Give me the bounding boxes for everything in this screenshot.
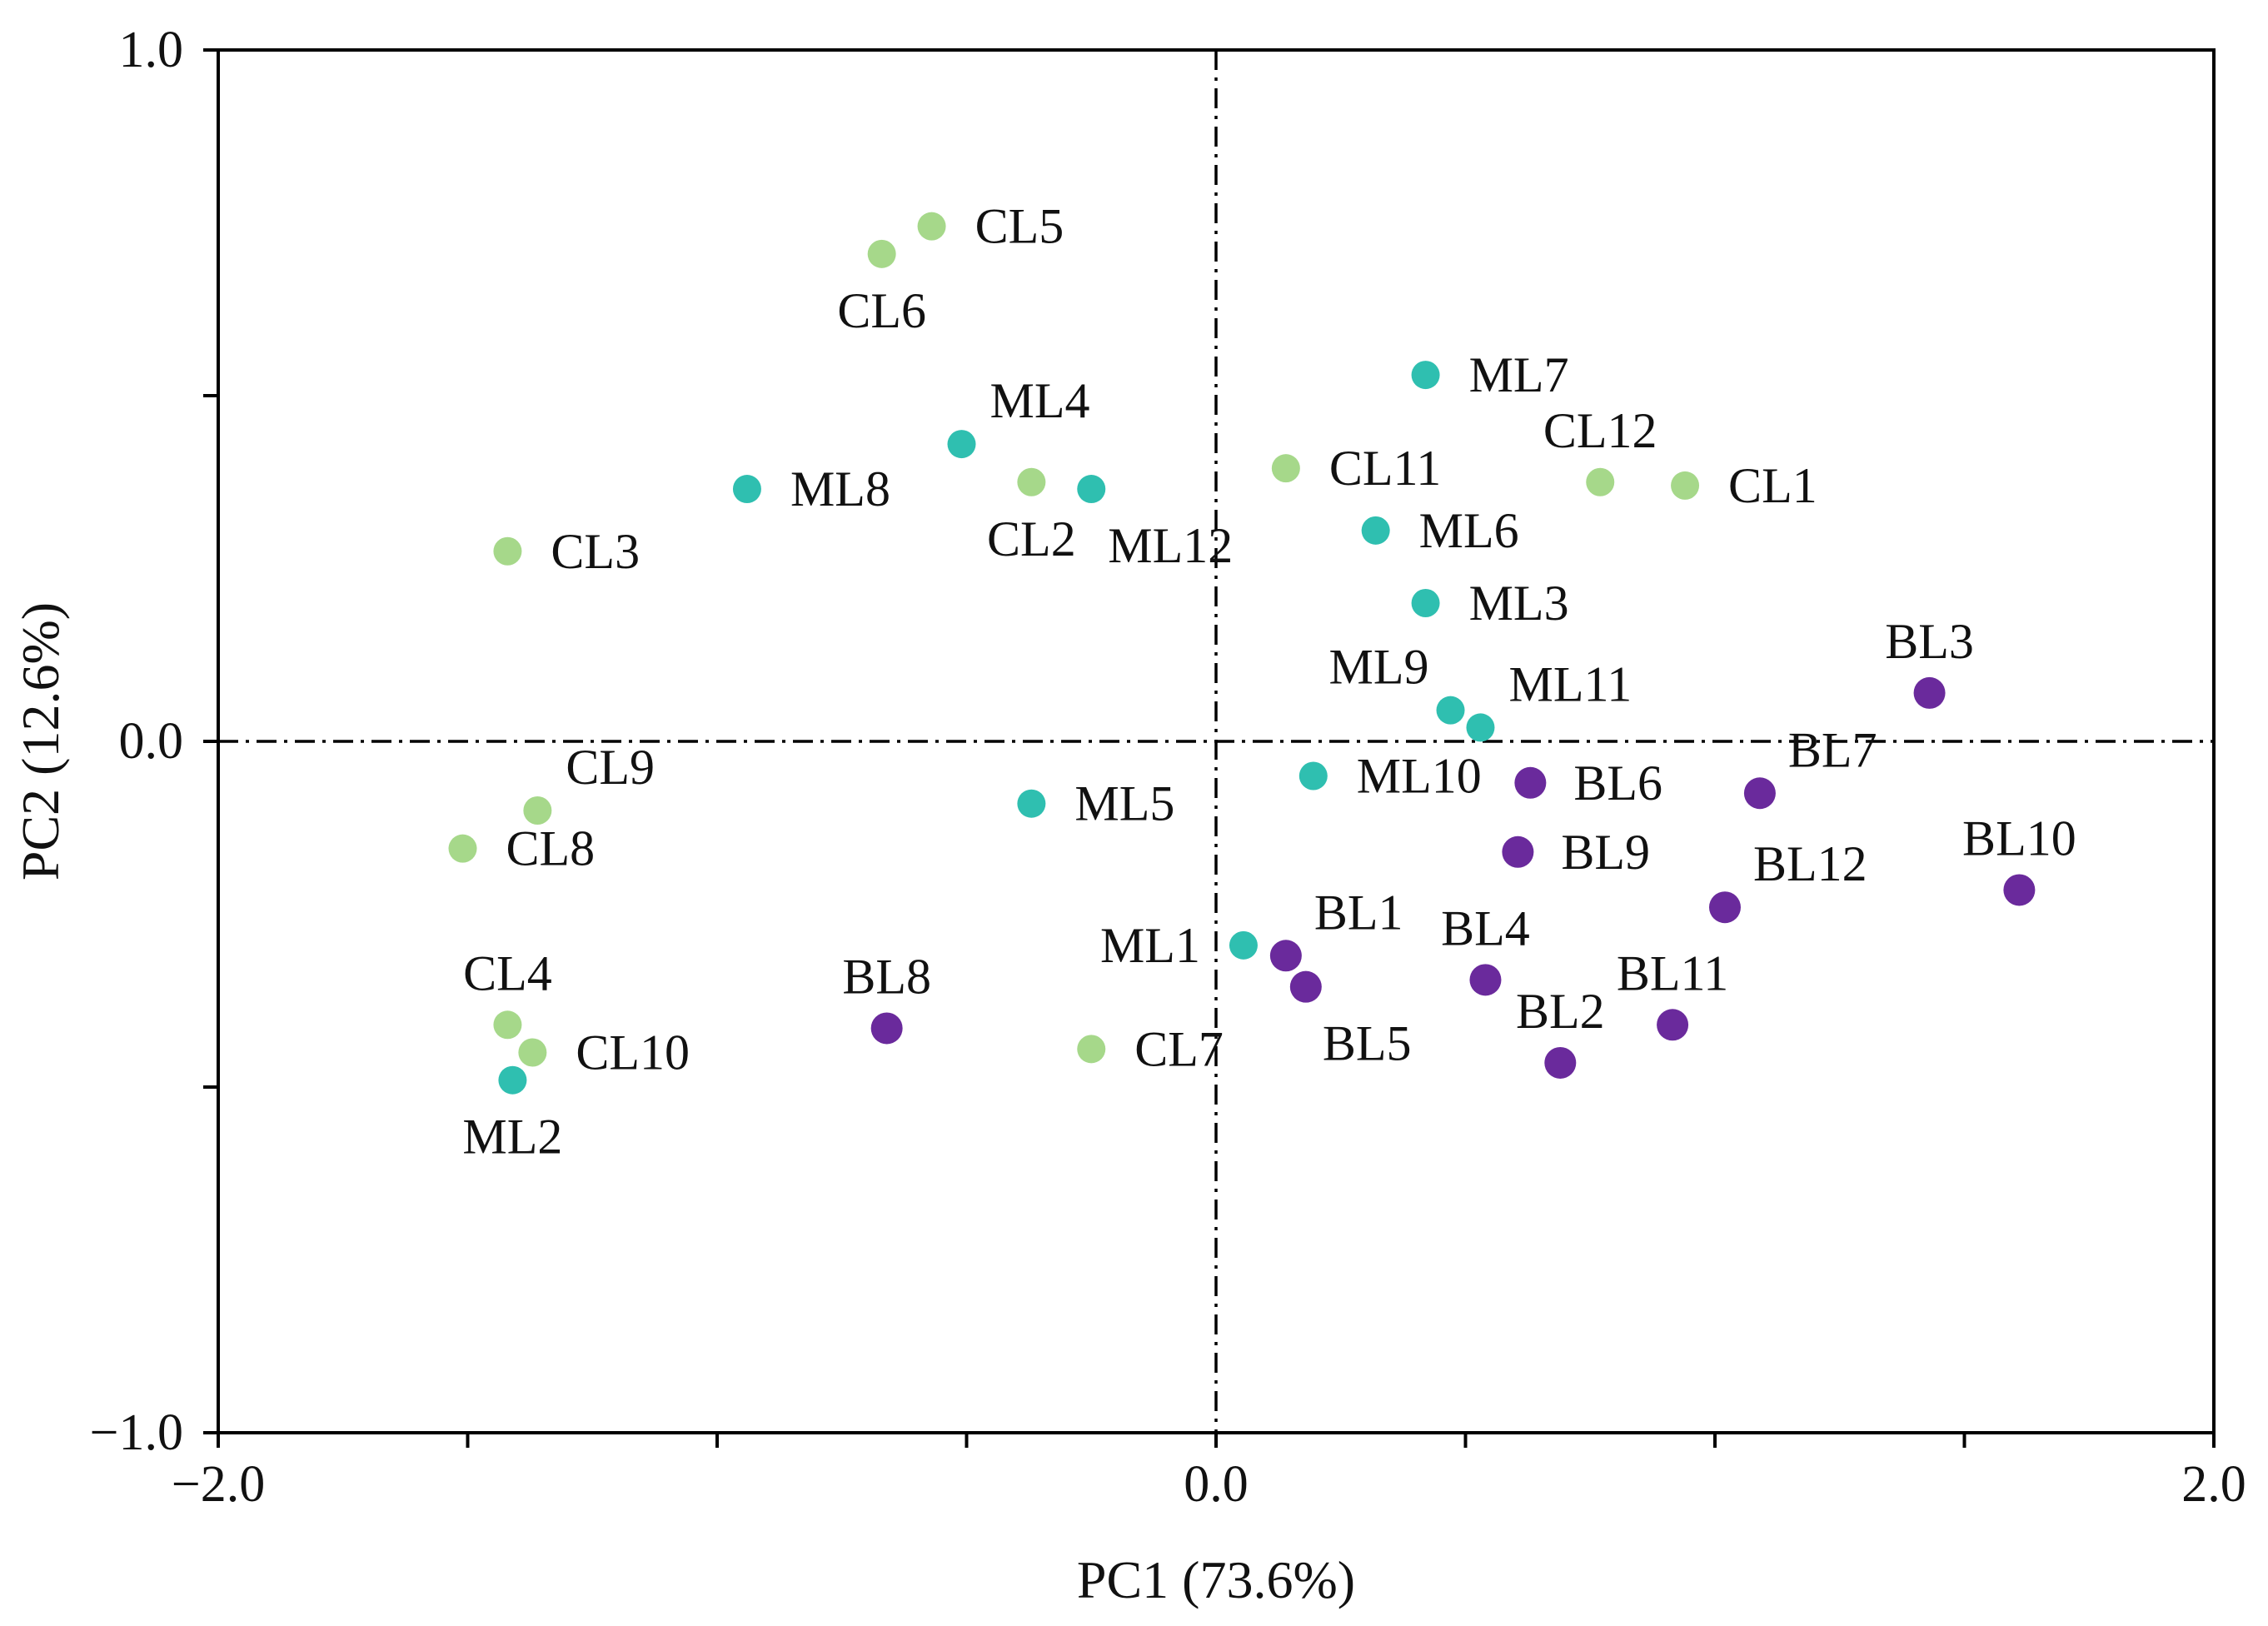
label-cl12: CL12 (1543, 403, 1657, 458)
label-bl9: BL9 (1561, 825, 1650, 880)
label-bl11: BL11 (1617, 945, 1728, 1000)
label-bl3: BL3 (1885, 614, 1974, 669)
point-cl9 (523, 796, 552, 825)
point-bl10 (2003, 874, 2036, 906)
label-bl12: BL12 (1753, 836, 1867, 891)
y-axis-ticks: 1.0 0.0 −1.0 (90, 22, 218, 1461)
y-tick-label: 0.0 (119, 713, 184, 770)
label-cl1: CL1 (1728, 458, 1817, 513)
point-ml2 (498, 1065, 527, 1095)
point-cl5 (917, 212, 946, 241)
label-cl9: CL9 (566, 740, 655, 795)
point-cl6 (867, 239, 896, 268)
point-bl9 (1502, 835, 1534, 868)
point-bl5 (1289, 970, 1322, 1003)
point-cl1 (1671, 471, 1700, 500)
label-ml7: ML7 (1469, 347, 1569, 402)
point-ml12 (1077, 475, 1106, 504)
label-bl5: BL5 (1323, 1016, 1412, 1071)
label-ml4: ML4 (990, 373, 1090, 428)
label-ml11: ML11 (1508, 656, 1632, 711)
label-ml8: ML8 (790, 461, 890, 516)
point-bl4 (1469, 964, 1502, 996)
y-axis-title: PC2 (12.6%) (11, 602, 70, 880)
point-cl12 (1586, 467, 1615, 496)
label-bl1: BL1 (1314, 885, 1403, 940)
point-ml11 (1466, 713, 1495, 742)
label-bl10: BL10 (1962, 811, 2076, 865)
reference-lines (218, 50, 2214, 1433)
point-ml9 (1436, 696, 1465, 725)
x-tick-label: 2.0 (2181, 1456, 2246, 1513)
x-axis-title: PC1 (73.6%) (1077, 1550, 1355, 1609)
data-points (448, 212, 2036, 1095)
point-ml6 (1361, 516, 1390, 545)
point-ml1 (1229, 930, 1258, 960)
point-cl11 (1271, 454, 1300, 483)
point-bl7 (1743, 777, 1776, 810)
y-tick-label: 1.0 (119, 22, 184, 78)
label-bl6: BL6 (1573, 756, 1662, 811)
label-cl11: CL11 (1329, 441, 1441, 496)
point-cl3 (493, 536, 522, 566)
point-bl8 (870, 1012, 903, 1045)
label-bl2: BL2 (1516, 984, 1605, 1039)
label-ml10: ML10 (1357, 749, 1482, 804)
point-ml8 (732, 475, 761, 504)
point-cl4 (493, 1010, 522, 1040)
label-bl7: BL7 (1788, 722, 1877, 777)
point-bl2 (1544, 1046, 1577, 1079)
label-ml3: ML3 (1469, 576, 1569, 631)
point-bl3 (1913, 676, 1946, 709)
label-ml6: ML6 (1419, 503, 1519, 558)
label-cl4: CL4 (463, 945, 552, 1000)
label-ml12: ML12 (1108, 518, 1233, 573)
y-tick-label: −1.0 (90, 1404, 183, 1461)
label-ml1: ML1 (1100, 918, 1200, 973)
point-ml4 (947, 430, 976, 459)
label-ml9: ML9 (1329, 640, 1429, 695)
point-ml3 (1411, 589, 1440, 617)
point-cl7 (1077, 1035, 1106, 1064)
x-tick-label: −2.0 (172, 1456, 265, 1513)
label-cl5: CL5 (975, 199, 1064, 254)
label-cl10: CL10 (576, 1025, 690, 1080)
point-bl12 (1708, 891, 1741, 924)
point-ml10 (1298, 761, 1328, 791)
label-cl6: CL6 (837, 283, 926, 338)
point-bl6 (1514, 766, 1547, 799)
label-cl2: CL2 (987, 511, 1076, 566)
point-ml5 (1017, 789, 1046, 818)
label-ml5: ML5 (1074, 776, 1174, 831)
x-tick-label: 0.0 (1184, 1456, 1249, 1513)
point-bl11 (1657, 1009, 1689, 1041)
point-bl1 (1269, 940, 1302, 972)
label-bl8: BL8 (842, 949, 931, 1004)
label-cl8: CL8 (506, 821, 596, 876)
point-cl2 (1017, 467, 1046, 496)
label-ml2: ML2 (462, 1110, 562, 1165)
label-cl3: CL3 (551, 524, 640, 579)
label-bl4: BL4 (1441, 900, 1530, 955)
label-cl7: CL7 (1134, 1021, 1224, 1076)
point-cl10 (518, 1038, 547, 1067)
point-ml7 (1411, 361, 1440, 390)
point-labels: CL1CL2CL3CL4CL5CL6CL7CL8CL9CL10CL11CL12M… (462, 199, 2076, 1165)
point-cl8 (448, 834, 477, 863)
x-axis-ticks: −2.0 0.0 2.0 (172, 1433, 2246, 1513)
